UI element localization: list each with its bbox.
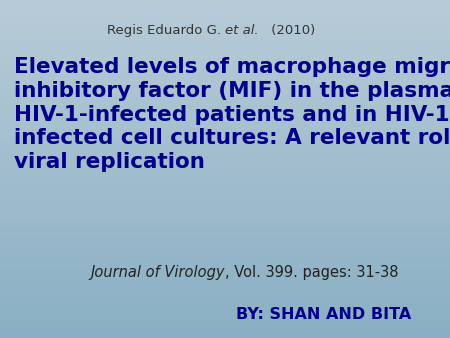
Text: BY: SHAN AND BITA: BY: SHAN AND BITA (236, 307, 412, 322)
Text: Regis Eduardo G.: Regis Eduardo G. (107, 24, 225, 37)
Text: , Vol. 399. pages: 31-38: , Vol. 399. pages: 31-38 (225, 265, 399, 280)
Text: (2010): (2010) (267, 24, 315, 37)
Text: et al.: et al. (225, 24, 259, 37)
Text: Journal of Virology: Journal of Virology (90, 265, 225, 280)
Text: Elevated levels of macrophage migration
inhibitory factor (MIF) in the plasma of: Elevated levels of macrophage migration … (14, 57, 450, 172)
